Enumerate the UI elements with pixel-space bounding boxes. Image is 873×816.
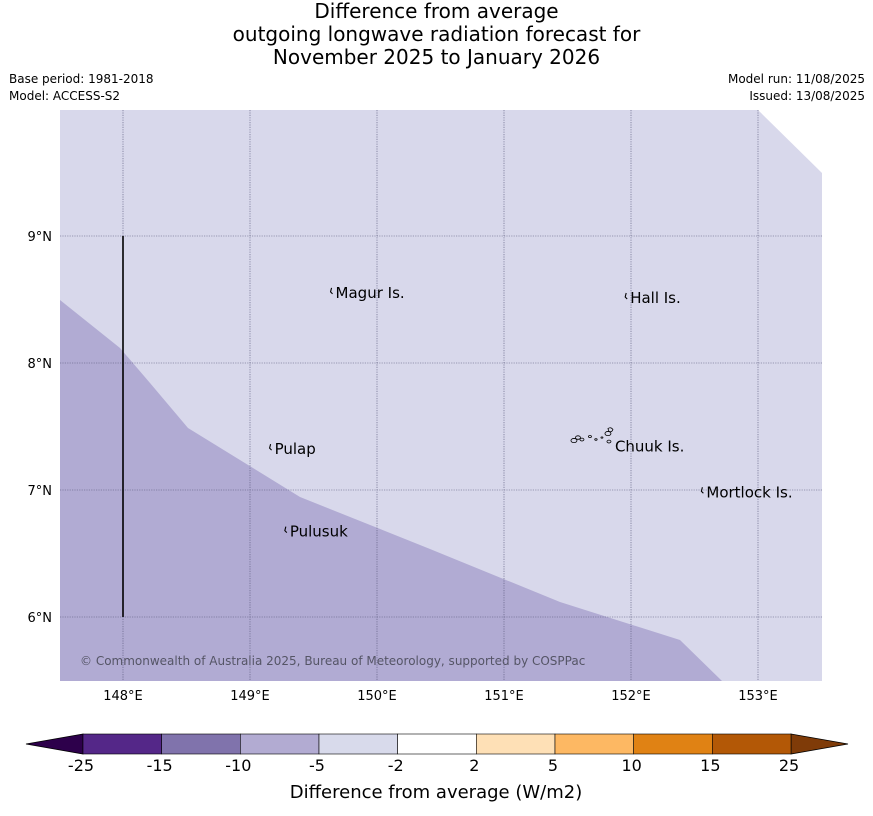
chuuk-lagoon-islands	[570, 427, 614, 444]
base-period: Base period: 1981-2018	[9, 72, 154, 86]
colorbar-tick-label: -5	[309, 756, 325, 775]
colorbar-segment	[318, 733, 398, 755]
meta-right: Model run: 11/08/2025 Issued: 13/08/2025	[728, 71, 865, 105]
lat-tick-label: 7°N	[28, 484, 53, 499]
island-mark	[284, 526, 288, 534]
lon-tick-label: 150°E	[357, 689, 397, 704]
island-mark	[624, 292, 628, 300]
map-area: Magur Is. Hall Is. Pulap Chuuk Is. Mortlock …	[60, 110, 822, 681]
lat-tick-label: 8°N	[28, 357, 53, 372]
title-line-3: November 2025 to January 2026	[272, 45, 601, 69]
colorbar-tick-label: -10	[225, 756, 251, 775]
copyright-text: © Commonwealth of Australia 2025, Bureau…	[80, 654, 585, 668]
place-label: Hall Is.	[630, 289, 681, 307]
colorbar-segment	[82, 733, 162, 755]
chart-title: Difference from average outgoing longwav…	[0, 0, 873, 69]
mid-band-region	[60, 300, 722, 681]
colorbar-tick-label: -2	[388, 756, 404, 775]
colorbar-tick-label: 25	[779, 756, 799, 775]
lat-tick-label: 6°N	[28, 611, 53, 626]
lon-tick-label: 153°E	[738, 689, 778, 704]
issued-date: Issued: 13/08/2025	[749, 89, 865, 103]
colorbar-under-arrow	[25, 733, 84, 755]
colorbar-tick-label: -25	[68, 756, 94, 775]
colorbar-segment	[712, 733, 792, 755]
place-label: Pulap	[275, 440, 316, 458]
meta-left: Base period: 1981-2018 Model: ACCESS-S2	[9, 71, 154, 105]
colorbar-tick-label: 5	[548, 756, 558, 775]
place-label: Chuuk Is.	[615, 438, 684, 456]
colorbar-segment	[397, 733, 477, 755]
model-name: Model: ACCESS-S2	[9, 89, 121, 103]
colorbar-segment	[633, 733, 713, 755]
place-label: Magur Is.	[336, 284, 405, 302]
title-line-2: outgoing longwave radiation forecast for	[232, 22, 641, 46]
colorbar-tick-label: -15	[147, 756, 173, 775]
lon-tick-label: 149°E	[230, 689, 270, 704]
island-mark	[329, 287, 333, 295]
lon-tick-label: 151°E	[484, 689, 524, 704]
colorbar-tick-label: 2	[469, 756, 479, 775]
colorbar-tick-label: 15	[700, 756, 720, 775]
colorbar-tick-label: 10	[621, 756, 641, 775]
lon-tick-label: 148°E	[103, 689, 143, 704]
island-mark	[268, 443, 272, 451]
colorbar-over-arrow	[790, 733, 849, 755]
colorbar-segment	[240, 733, 320, 755]
colorbar-segment	[161, 733, 241, 755]
place-label: Mortlock Is.	[706, 483, 792, 501]
model-run: Model run: 11/08/2025	[727, 72, 865, 86]
title-line-1: Difference from average	[314, 0, 559, 23]
colorbar-segment	[476, 733, 556, 755]
place-label: Pulusuk	[290, 523, 348, 541]
lon-tick-label: 152°E	[611, 689, 651, 704]
island-mark	[700, 487, 704, 494]
colorbar-segment	[554, 733, 634, 755]
colorbar-title: Difference from average (W/m2)	[290, 782, 582, 803]
lat-tick-label: 9°N	[28, 230, 53, 245]
